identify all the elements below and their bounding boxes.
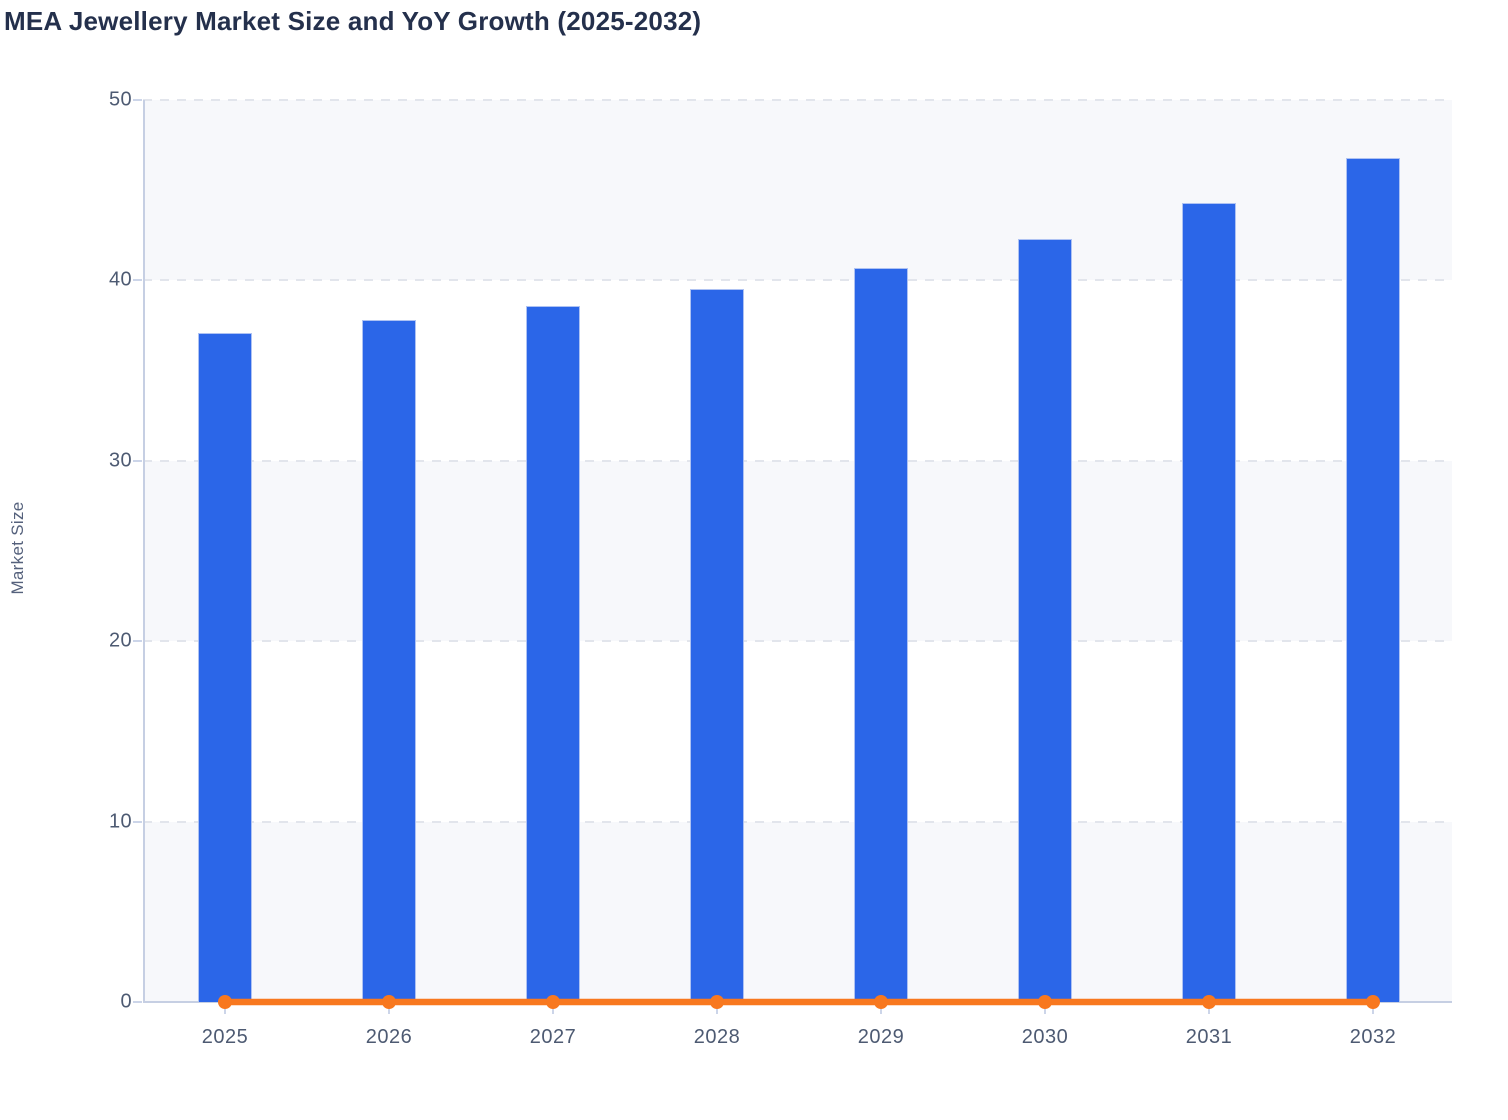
y-tick-mark <box>133 640 142 643</box>
bar-2032[interactable] <box>1346 157 1400 1002</box>
x-tick-mark <box>880 1005 882 1014</box>
yoy-marker-2026[interactable] <box>382 995 396 1009</box>
bar-2026[interactable] <box>362 320 416 1002</box>
y-tick-label: 20 <box>108 629 132 652</box>
x-tick-label: 2028 <box>693 1026 741 1048</box>
y-tick-label: 40 <box>108 268 132 291</box>
y-tick-mark <box>133 279 142 282</box>
x-tick-label: 2031 <box>1185 1026 1233 1048</box>
y-tick-label: 10 <box>108 810 132 833</box>
x-tick-label: 2025 <box>201 1026 249 1048</box>
gridline <box>143 820 1452 823</box>
bar-2025[interactable] <box>198 332 252 1002</box>
y-axis-line <box>143 100 145 1002</box>
chart-title: MEA Jewellery Market Size and YoY Growth… <box>4 6 702 36</box>
y-tick-mark <box>133 459 142 462</box>
yoy-marker-2027[interactable] <box>546 995 560 1009</box>
x-tick-mark <box>1208 1005 1210 1014</box>
plot-area <box>133 99 1452 1014</box>
x-tick-label: 2026 <box>365 1026 413 1048</box>
x-tick-label: 2032 <box>1349 1026 1397 1048</box>
x-tick-label: 2029 <box>857 1026 905 1048</box>
x-tick-mark <box>224 1005 226 1014</box>
x-tick-mark <box>1372 1005 1374 1014</box>
bar-2030[interactable] <box>1018 238 1072 1002</box>
bar-2027[interactable] <box>526 305 580 1002</box>
gridline <box>143 459 1452 462</box>
bar-2031[interactable] <box>1182 202 1236 1002</box>
bar-2028[interactable] <box>690 289 744 1002</box>
y-tick-mark <box>133 99 142 101</box>
x-tick-label: 2027 <box>529 1026 577 1048</box>
yoy-marker-2030[interactable] <box>1038 995 1052 1009</box>
y-tick-label: 30 <box>108 449 132 472</box>
x-tick-label: 2030 <box>1021 1026 1069 1048</box>
x-tick-mark <box>716 1005 718 1014</box>
x-tick-mark <box>1044 1005 1046 1014</box>
y-tick-mark <box>133 820 142 823</box>
yoy-marker-2029[interactable] <box>874 995 888 1009</box>
y-tick-label: 50 <box>108 88 132 111</box>
yoy-marker-2028[interactable] <box>710 995 724 1009</box>
gridline <box>143 99 1452 101</box>
bar-2029[interactable] <box>854 267 908 1002</box>
x-tick-mark <box>552 1005 554 1014</box>
y-tick-mark <box>133 1001 142 1003</box>
gridline <box>143 279 1452 282</box>
gridline <box>143 640 1452 643</box>
yoy-marker-2031[interactable] <box>1202 995 1216 1009</box>
y-tick-label: 0 <box>120 990 132 1013</box>
yoy-marker-2032[interactable] <box>1366 995 1380 1009</box>
yoy-growth-line-layer <box>218 995 1380 1009</box>
y-axis-title: Market Size <box>8 501 27 595</box>
x-tick-mark <box>388 1005 390 1014</box>
yoy-marker-2025[interactable] <box>218 995 232 1009</box>
